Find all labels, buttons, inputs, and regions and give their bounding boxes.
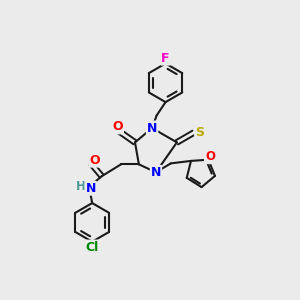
Text: Cl: Cl — [85, 241, 99, 254]
Text: N: N — [151, 166, 161, 179]
Text: O: O — [112, 120, 123, 133]
Text: O: O — [89, 154, 100, 166]
Text: N: N — [85, 182, 96, 195]
Text: S: S — [195, 126, 204, 139]
Text: O: O — [205, 150, 215, 163]
Text: H: H — [76, 180, 86, 193]
Text: F: F — [161, 52, 170, 64]
Text: N: N — [147, 122, 157, 134]
